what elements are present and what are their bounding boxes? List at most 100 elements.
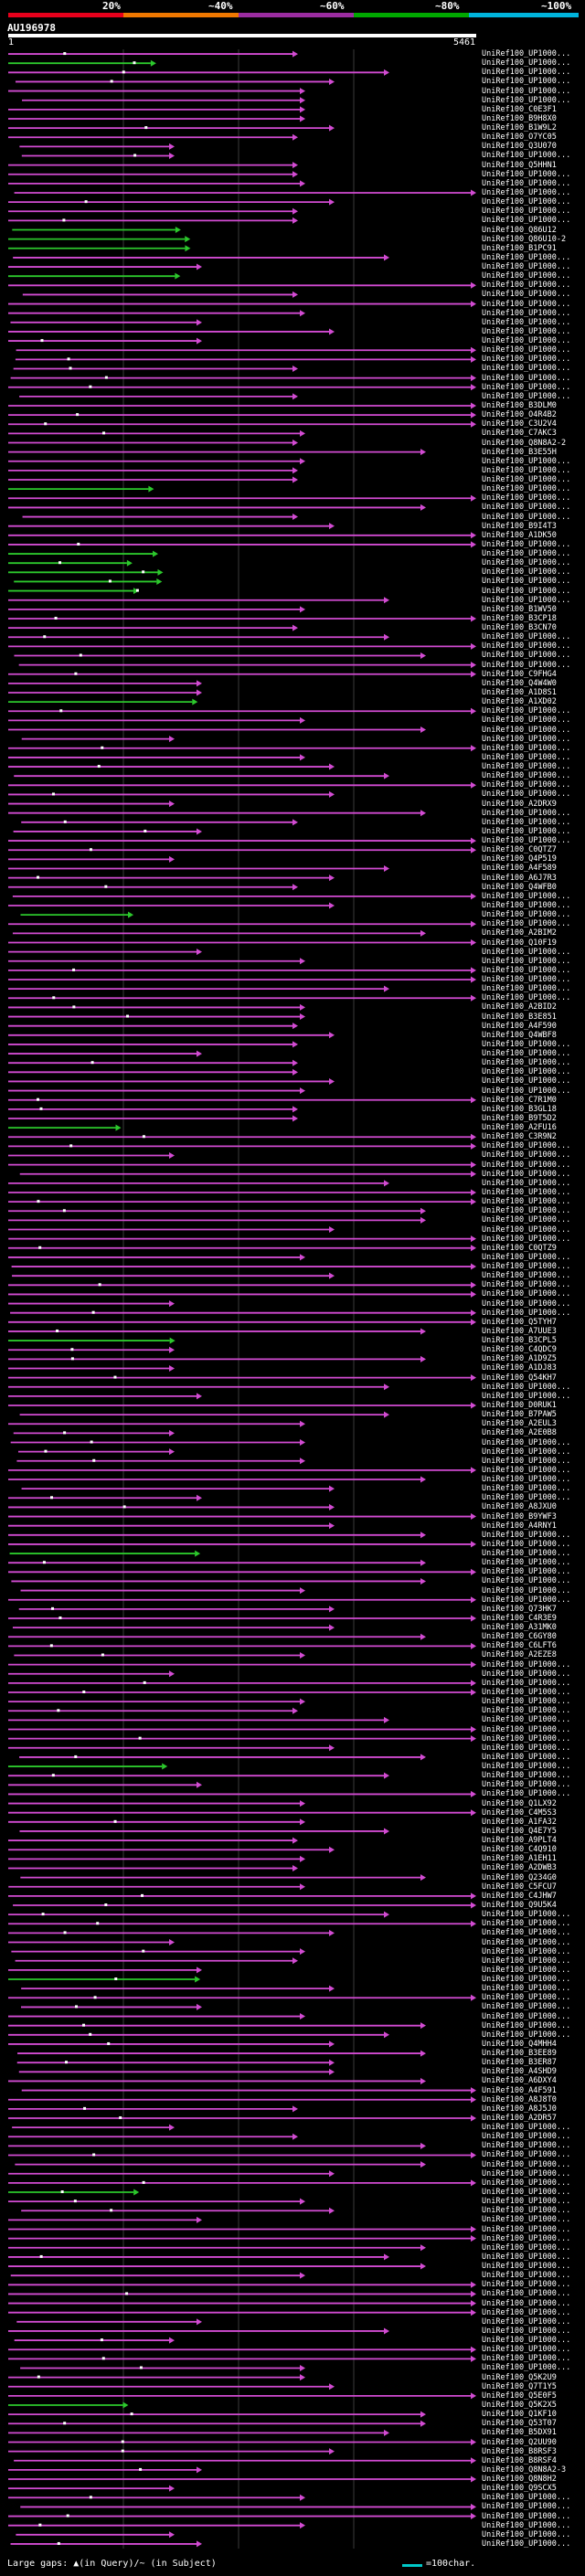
- hit-label[interactable]: UniRef100_UP1000...: [482, 2168, 571, 2178]
- hit-label[interactable]: UniRef100_UP1000...: [482, 1946, 571, 1956]
- hit-label[interactable]: UniRef100_Q4W4W0: [482, 678, 557, 688]
- hit-label[interactable]: UniRef100_UP1000...: [482, 2262, 571, 2272]
- hit-label[interactable]: UniRef100_Q5HHN1: [482, 160, 557, 170]
- hit-label[interactable]: UniRef100_UP1000...: [482, 734, 571, 744]
- hit-label[interactable]: UniRef100_B9H8X0: [482, 113, 557, 123]
- hit-label[interactable]: UniRef100_UP1000...: [482, 77, 571, 87]
- hit-label[interactable]: UniRef100_UP1000...: [482, 2188, 571, 2197]
- hit-label[interactable]: UniRef100_B3ER87: [482, 2058, 557, 2068]
- hit-label[interactable]: UniRef100_Q53T07: [482, 2419, 557, 2429]
- hit-label[interactable]: UniRef100_Q3U070: [482, 142, 557, 152]
- hit-label[interactable]: UniRef100_UP1000...: [482, 1549, 571, 1559]
- hit-label[interactable]: UniRef100_UP1000...: [482, 1715, 571, 1725]
- hit-label[interactable]: UniRef100_B8RSF3: [482, 2446, 557, 2456]
- hit-label[interactable]: UniRef100_UP1000...: [482, 539, 571, 549]
- hit-label[interactable]: UniRef100_B9T5D2: [482, 1113, 557, 1123]
- hit-label[interactable]: UniRef100_B9I4T3: [482, 521, 557, 531]
- hit-label[interactable]: UniRef100_UP1000...: [482, 1178, 571, 1188]
- hit-label[interactable]: UniRef100_UP1000...: [482, 1743, 571, 1753]
- hit-label[interactable]: UniRef100_UP1000...: [482, 475, 571, 485]
- hit-label[interactable]: UniRef100_UP1000...: [482, 216, 571, 226]
- hit-label[interactable]: UniRef100_UP1000...: [482, 1937, 571, 1947]
- hit-label[interactable]: UniRef100_UP1000...: [482, 1771, 571, 1781]
- hit-label[interactable]: UniRef100_A4RNY1: [482, 1521, 557, 1531]
- hit-label[interactable]: UniRef100_UP1000...: [482, 2363, 571, 2373]
- hit-label[interactable]: UniRef100_UP1000...: [482, 1595, 571, 1605]
- hit-label[interactable]: UniRef100_B1W9L2: [482, 123, 557, 133]
- hit-label[interactable]: UniRef100_Q8N8A2-3: [482, 2465, 567, 2475]
- hit-label[interactable]: UniRef100_UP1000...: [482, 2354, 571, 2364]
- hit-label[interactable]: UniRef100_UP1000...: [482, 632, 571, 642]
- hit-label[interactable]: UniRef100_UP1000...: [482, 1484, 571, 1494]
- hit-label[interactable]: UniRef100_B3EE89: [482, 2049, 557, 2059]
- hit-label[interactable]: UniRef100_A2DR57: [482, 2113, 557, 2123]
- hit-label[interactable]: UniRef100_A1EH11: [482, 1854, 557, 1864]
- hit-label[interactable]: UniRef100_O7YC05: [482, 133, 557, 143]
- hit-label[interactable]: UniRef100_UP1000...: [482, 493, 571, 504]
- hit-label[interactable]: UniRef100_B3CN70: [482, 623, 557, 633]
- hit-label[interactable]: UniRef100_UP1000...: [482, 2132, 571, 2142]
- hit-label[interactable]: UniRef100_UP1000...: [482, 641, 571, 652]
- hit-label[interactable]: UniRef100_B9YWF3: [482, 1511, 557, 1521]
- hit-label[interactable]: UniRef100_UP1000...: [482, 1197, 571, 1207]
- hit-label[interactable]: UniRef100_A6DXY4: [482, 2076, 557, 2086]
- hit-label[interactable]: UniRef100_UP1000...: [482, 549, 571, 559]
- hit-label[interactable]: UniRef100_UP1000...: [482, 1780, 571, 1790]
- hit-label[interactable]: UniRef100_Q86U10-2: [482, 234, 567, 244]
- hit-label[interactable]: UniRef100_UP1000...: [482, 762, 571, 772]
- hit-label[interactable]: UniRef100_UP1000...: [482, 2345, 571, 2355]
- hit-label[interactable]: UniRef100_UP1000...: [482, 2197, 571, 2207]
- hit-label[interactable]: UniRef100_UP1000...: [482, 891, 571, 901]
- hit-label[interactable]: UniRef100_Q4MHH4: [482, 2039, 557, 2049]
- hit-label[interactable]: UniRef100_UP1000...: [482, 1049, 571, 1059]
- hit-label[interactable]: UniRef100_UP1000...: [482, 743, 571, 753]
- hit-label[interactable]: UniRef100_A7UUE3: [482, 1326, 557, 1336]
- hit-label[interactable]: UniRef100_UP1000...: [482, 317, 571, 327]
- hit-label[interactable]: UniRef100_A6J7R3: [482, 873, 557, 883]
- hit-label[interactable]: UniRef100_UP1000...: [482, 965, 571, 975]
- hit-label[interactable]: UniRef100_UP1000...: [482, 1215, 571, 1225]
- hit-label[interactable]: UniRef100_UP1000...: [482, 1262, 571, 1272]
- hit-label[interactable]: UniRef100_C5FCU7: [482, 1882, 557, 1892]
- hit-label[interactable]: UniRef100_UP1000...: [482, 1475, 571, 1485]
- hit-label[interactable]: UniRef100_Q5K2X5: [482, 2400, 557, 2410]
- hit-label[interactable]: UniRef100_UP1000...: [482, 706, 571, 716]
- hit-label[interactable]: UniRef100_UP1000...: [482, 1252, 571, 1262]
- hit-label[interactable]: UniRef100_UP1000...: [482, 725, 571, 735]
- hit-label[interactable]: UniRef100_UP1000...: [482, 2316, 571, 2327]
- hit-label[interactable]: UniRef100_A2E0B8: [482, 1428, 557, 1438]
- hit-label[interactable]: UniRef100_UP1000...: [482, 1752, 571, 1762]
- hit-label[interactable]: UniRef100_UP1000...: [482, 2502, 571, 2512]
- hit-label[interactable]: UniRef100_UP1000...: [482, 58, 571, 69]
- hit-label[interactable]: UniRef100_UP1000...: [482, 1697, 571, 1707]
- hit-label[interactable]: UniRef100_Q8N8H2: [482, 2475, 557, 2485]
- hit-label[interactable]: UniRef100_UP1000...: [482, 188, 571, 197]
- hit-label[interactable]: UniRef100_UP1000...: [482, 984, 571, 994]
- hit-label[interactable]: UniRef100_UP1000...: [482, 2307, 571, 2317]
- hit-label[interactable]: UniRef100_UP1000...: [482, 2242, 571, 2253]
- hit-label[interactable]: UniRef100_UP1000...: [482, 1382, 571, 1392]
- hit-label[interactable]: UniRef100_A4SHD9: [482, 2067, 557, 2077]
- hit-label[interactable]: UniRef100_D0RUK1: [482, 1400, 557, 1410]
- hit-label[interactable]: UniRef100_UP1000...: [482, 391, 571, 401]
- hit-label[interactable]: UniRef100_B3DLM0: [482, 400, 557, 410]
- hit-label[interactable]: UniRef100_A8J5J0: [482, 2104, 557, 2114]
- hit-label[interactable]: UniRef100_UP1000...: [482, 2289, 571, 2299]
- hit-label[interactable]: UniRef100_Q4WFB0: [482, 882, 557, 892]
- hit-label[interactable]: UniRef100_UP1000...: [482, 290, 571, 300]
- hit-label[interactable]: UniRef100_UP1000...: [482, 1530, 571, 1540]
- hit-label[interactable]: UniRef100_A8JXU0: [482, 1502, 557, 1512]
- hit-label[interactable]: UniRef100_UP1000...: [482, 1067, 571, 1077]
- hit-label[interactable]: UniRef100_UP1000...: [482, 308, 571, 318]
- hit-label[interactable]: UniRef100_UP1000...: [482, 95, 571, 105]
- hit-label[interactable]: UniRef100_UP1000...: [482, 919, 571, 929]
- hit-label[interactable]: UniRef100_O4R4B2: [482, 410, 557, 420]
- hit-label[interactable]: UniRef100_C0QTZ9: [482, 1243, 557, 1253]
- hit-label[interactable]: UniRef100_A2EZE8: [482, 1650, 557, 1660]
- hit-label[interactable]: UniRef100_UP1000...: [482, 2178, 571, 2188]
- hit-label[interactable]: UniRef100_UP1000...: [482, 2150, 571, 2160]
- hit-label[interactable]: UniRef100_UP1000...: [482, 836, 571, 846]
- hit-label[interactable]: UniRef100_UP1000...: [482, 262, 571, 272]
- hit-label[interactable]: UniRef100_UP1000...: [482, 364, 571, 374]
- hit-label[interactable]: UniRef100_C0E3F1: [482, 104, 557, 114]
